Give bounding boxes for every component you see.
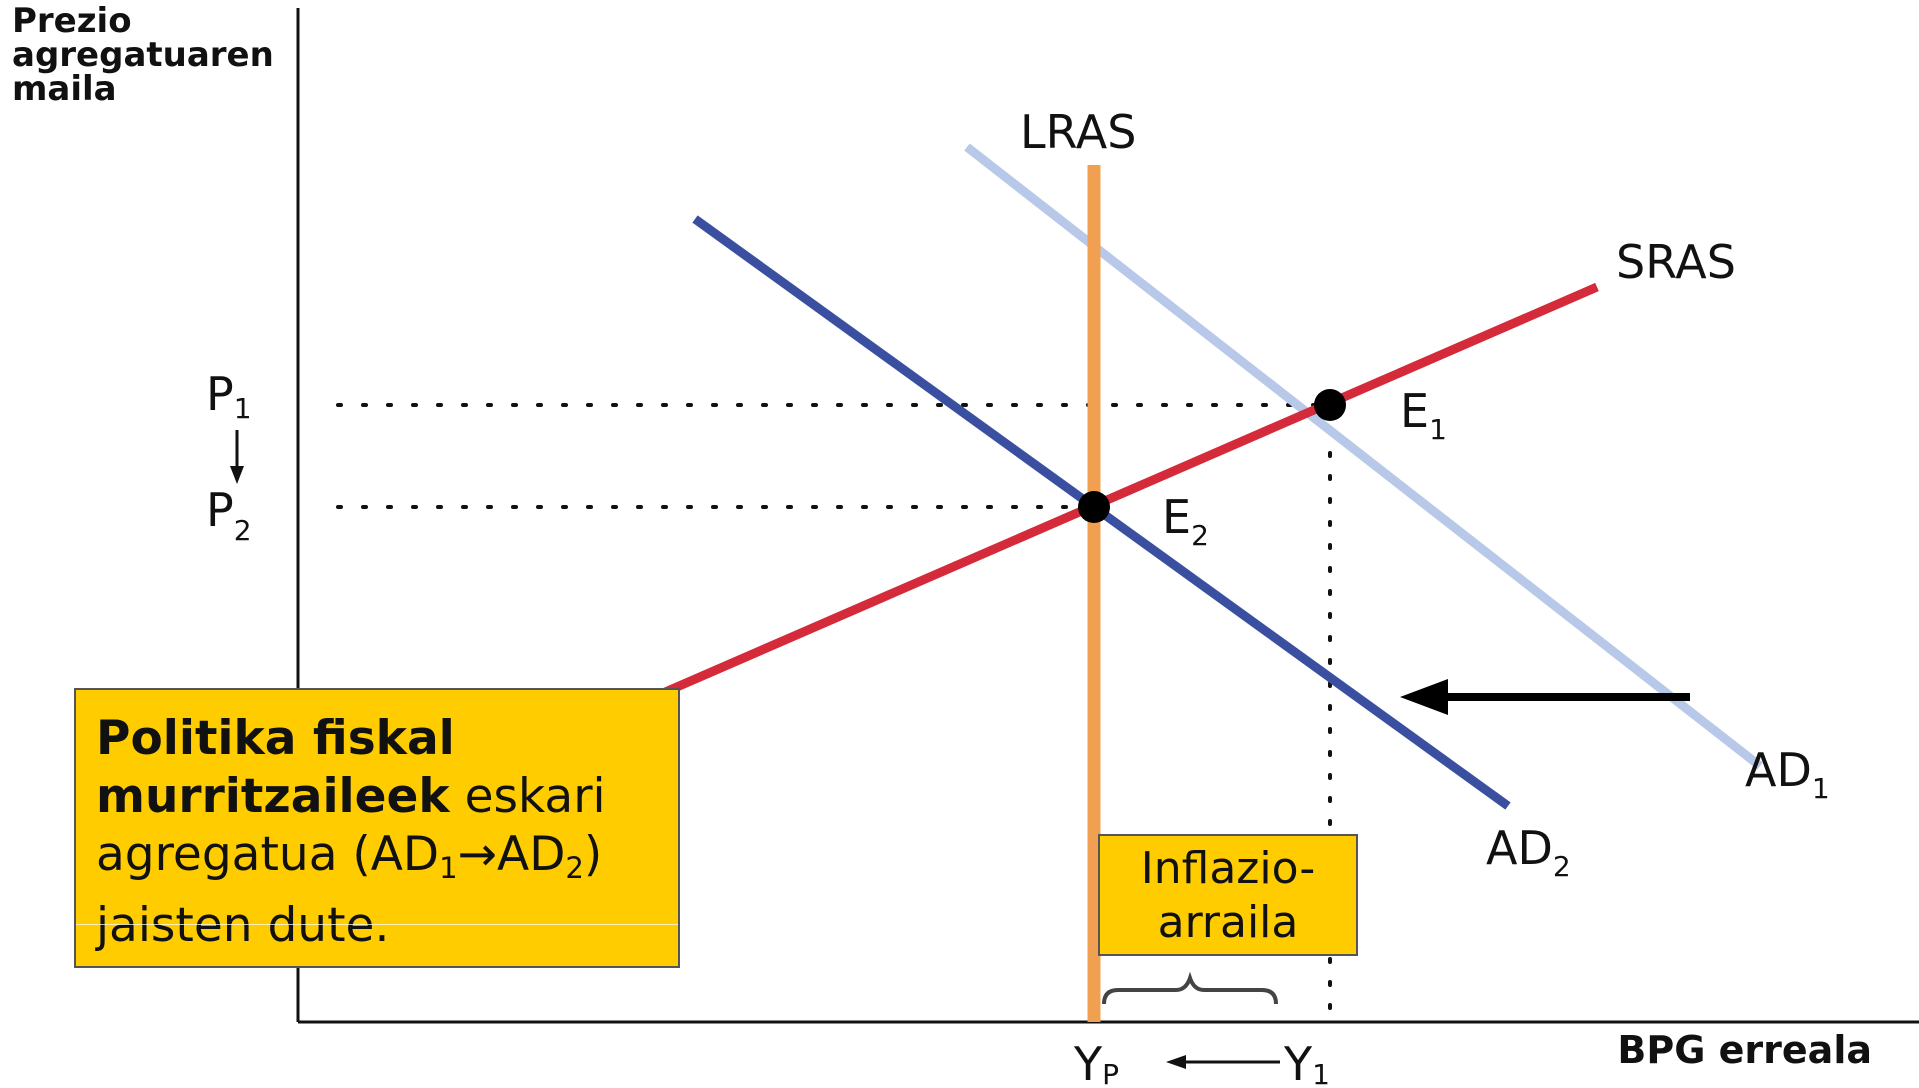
x-axis-label: BPG erreala xyxy=(1617,1028,1872,1072)
policy-line3: agregatua (AD1→AD2) xyxy=(96,826,658,897)
policy-bold-line1: Politika fiskal xyxy=(96,711,455,766)
y1-yp-arrow-head xyxy=(1166,1055,1186,1069)
policy-box-separator xyxy=(76,924,678,925)
sras-curve xyxy=(638,282,1599,708)
y-axis-label-line3: maila xyxy=(12,69,117,109)
policy-line3-start: agregatua (AD xyxy=(96,827,440,882)
y-axis-label-line2: agregatuaren xyxy=(12,35,274,75)
e1-label: E1 xyxy=(1400,384,1447,446)
shift-arrow-head xyxy=(1400,679,1448,715)
policy-text-after-bold: eskari xyxy=(449,769,606,824)
yp-label: YP xyxy=(1073,1037,1119,1088)
sras-label: SRAS xyxy=(1616,235,1736,289)
p1-label: P1 xyxy=(206,367,252,425)
policy-callout-box: Politika fiskal murritzaileek eskari agr… xyxy=(74,688,680,968)
e2-label: E2 xyxy=(1162,490,1209,552)
y1-label: Y1 xyxy=(1283,1037,1330,1088)
policy-line4: jaisten dute. xyxy=(96,898,390,954)
policy-arrow: → xyxy=(457,827,498,882)
p2-label: P2 xyxy=(206,483,252,547)
e1-point xyxy=(1314,389,1346,421)
y-axis-label-line1: Prezio xyxy=(12,1,132,41)
e2-point xyxy=(1078,491,1110,523)
policy-ad2: AD xyxy=(497,827,566,882)
inflation-gap-box: Inflazio- arraila xyxy=(1098,834,1358,956)
ad2-label: AD2 xyxy=(1486,821,1571,883)
gap-brace xyxy=(1102,971,1278,1005)
policy-sub1: 1 xyxy=(439,851,458,886)
policy-sub2: 2 xyxy=(565,851,584,886)
gap-line2: arraila xyxy=(1157,897,1299,948)
policy-line3-end: ) xyxy=(583,827,603,882)
gap-line1: Inflazio- xyxy=(1140,843,1316,894)
policy-bold-line2: murritzaileek xyxy=(96,769,450,824)
lras-label: LRAS xyxy=(1020,105,1136,159)
policy-line2: murritzaileek eskari xyxy=(96,768,658,826)
ad1-label: AD1 xyxy=(1745,743,1830,805)
policy-line1: Politika fiskal xyxy=(96,710,658,768)
p1-p2-arrow-head xyxy=(230,466,244,484)
